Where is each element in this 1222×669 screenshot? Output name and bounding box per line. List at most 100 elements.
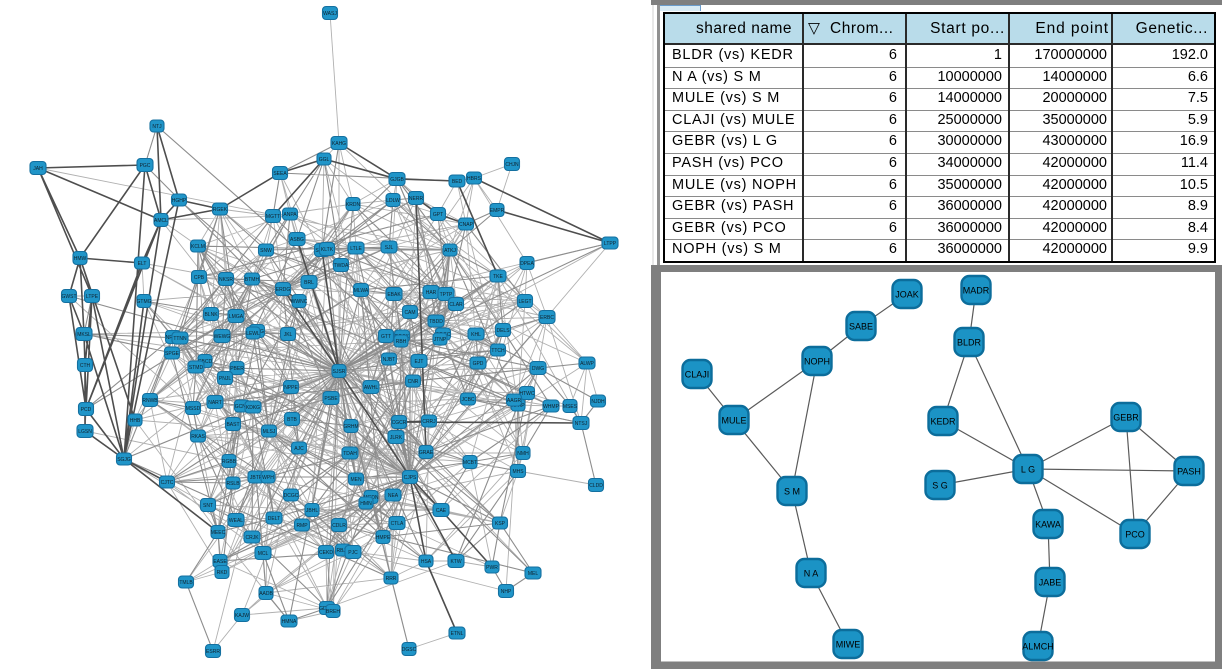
svg-text:SEEA: SEEA <box>273 171 287 177</box>
svg-text:GRHM: GRHM <box>343 424 358 430</box>
svg-text:HTWC: HTWC <box>520 391 535 397</box>
svg-text:BRL: BRL <box>304 280 314 286</box>
svg-text:S M: S M <box>784 487 800 497</box>
svg-text:WHMP: WHMP <box>543 404 559 410</box>
svg-text:BTMH: BTMH <box>245 277 260 283</box>
svg-text:ANPA: ANPA <box>283 212 297 218</box>
svg-text:KHL: KHL <box>471 332 481 338</box>
svg-text:CLAR: CLAR <box>449 302 463 308</box>
svg-text:TTNN: TTNN <box>173 336 187 342</box>
svg-text:KTW: KTW <box>450 559 461 565</box>
svg-text:JOAK: JOAK <box>895 290 919 300</box>
svg-text:CPB: CPB <box>194 275 205 281</box>
svg-text:KEDR: KEDR <box>930 417 956 427</box>
svg-text:ELT: ELT <box>138 261 147 267</box>
svg-text:GTT: GTT <box>381 334 391 340</box>
svg-text:LGSN: LGSN <box>78 429 92 435</box>
svg-text:JCBC: JCBC <box>461 397 474 403</box>
svg-text:LMGA: LMGA <box>229 314 244 320</box>
svg-text:MULE: MULE <box>721 416 746 426</box>
svg-text:LDLW: LDLW <box>386 198 400 204</box>
svg-text:ALWP: ALWP <box>580 361 594 367</box>
svg-text:BED: BED <box>452 179 463 185</box>
svg-text:CEKD: CEKD <box>319 550 333 556</box>
svg-text:RSLB: RSLB <box>226 481 240 487</box>
svg-text:RRR: RRR <box>386 576 397 582</box>
svg-text:HSA: HSA <box>421 559 432 565</box>
svg-text:NJDH: NJDH <box>591 399 605 405</box>
svg-text:BAST: BAST <box>226 422 239 428</box>
svg-text:MEL: MEL <box>528 571 539 577</box>
svg-text:NTSJ: NTSJ <box>575 421 588 427</box>
svg-text:CDLR: CDLR <box>332 523 346 529</box>
svg-text:TDAH: TDAH <box>343 451 357 457</box>
svg-text:PSBE: PSBE <box>324 396 338 402</box>
svg-text:NOPH: NOPH <box>804 357 830 367</box>
svg-text:PCO: PCO <box>1125 530 1145 540</box>
svg-text:WPH: WPH <box>262 475 274 481</box>
svg-text:CTLA: CTLA <box>391 521 404 527</box>
svg-text:NTJ: NTJ <box>152 124 162 130</box>
svg-text:MIWE: MIWE <box>836 640 861 650</box>
svg-text:RBH: RBH <box>396 339 407 345</box>
svg-text:SNW: SNW <box>260 248 272 254</box>
svg-text:JBTP: JBTP <box>250 475 263 481</box>
svg-text:MKSL: MKSL <box>77 332 91 338</box>
svg-text:JBHL: JBHL <box>306 508 318 514</box>
svg-text:NPPE: NPPE <box>284 385 298 391</box>
svg-text:SPGE: SPGE <box>165 351 180 357</box>
svg-text:RGEK: RGEK <box>213 207 228 213</box>
svg-text:GPT: GPT <box>433 212 443 218</box>
svg-text:PWR: PWR <box>486 565 498 571</box>
svg-text:GWST: GWST <box>62 294 77 300</box>
svg-text:MLWA: MLWA <box>354 288 369 294</box>
svg-text:KRDN: KRDN <box>346 202 361 208</box>
svg-text:RGBB: RGBB <box>222 459 237 465</box>
svg-text:HAR: HAR <box>426 290 437 296</box>
svg-text:MADR: MADR <box>963 286 990 296</box>
svg-text:AJC: AJC <box>294 446 304 452</box>
svg-text:CBCD: CBCD <box>198 359 213 365</box>
svg-text:S G: S G <box>932 481 948 491</box>
svg-text:BTB: BTB <box>287 417 297 423</box>
svg-text:ATKJ: ATKJ <box>444 248 456 254</box>
svg-text:JAH: JAH <box>33 166 43 172</box>
svg-text:EMPR: EMPR <box>490 208 505 214</box>
svg-text:CNAP: CNAP <box>459 222 474 228</box>
svg-text:DGSC: DGSC <box>402 647 417 653</box>
svg-text:HBRS: HBRS <box>467 176 482 182</box>
svg-text:LTPE: LTPE <box>86 294 99 300</box>
svg-text:N A: N A <box>804 569 819 579</box>
svg-text:L G: L G <box>1021 465 1035 475</box>
svg-text:SABE: SABE <box>849 322 873 332</box>
svg-text:GRAE: GRAE <box>419 450 434 456</box>
svg-text:DELS: DELS <box>496 328 510 334</box>
svg-text:CRJK: CRJK <box>245 535 259 541</box>
svg-text:WEAL: WEAL <box>229 518 243 524</box>
svg-text:SJL: SJL <box>385 245 394 251</box>
svg-text:CRRJ: CRRJ <box>422 419 436 425</box>
svg-text:CLDD: CLDD <box>589 483 603 489</box>
svg-text:NMH: NMH <box>517 451 529 457</box>
svg-text:CJTC: CJTC <box>161 480 174 486</box>
svg-text:PBER: PBER <box>230 366 244 372</box>
svg-text:ERDG: ERDG <box>276 287 291 293</box>
svg-text:PCD: PCD <box>81 407 92 413</box>
svg-text:MCL: MCL <box>258 551 269 557</box>
svg-text:DELT: DELT <box>268 516 280 522</box>
svg-text:SJSR: SJSR <box>333 369 346 375</box>
svg-text:AAGR: AAGR <box>507 398 522 404</box>
svg-text:LTLE: LTLE <box>350 246 362 252</box>
svg-text:KCLM: KCLM <box>191 244 205 250</box>
svg-text:BLNK: BLNK <box>204 312 218 318</box>
svg-text:EBAK: EBAK <box>387 292 401 298</box>
svg-text:RKAS: RKAS <box>191 434 205 440</box>
svg-text:MEN: MEN <box>350 477 362 483</box>
svg-text:HMW: HMW <box>74 256 87 262</box>
svg-text:ASBG: ASBG <box>290 237 304 243</box>
svg-text:CAE: CAE <box>436 508 447 514</box>
svg-text:SGJG: SGJG <box>117 457 131 463</box>
svg-text:MCBT: MCBT <box>463 460 477 466</box>
svg-text:NERR: NERR <box>409 196 424 202</box>
svg-text:TBDD: TBDD <box>429 319 443 325</box>
